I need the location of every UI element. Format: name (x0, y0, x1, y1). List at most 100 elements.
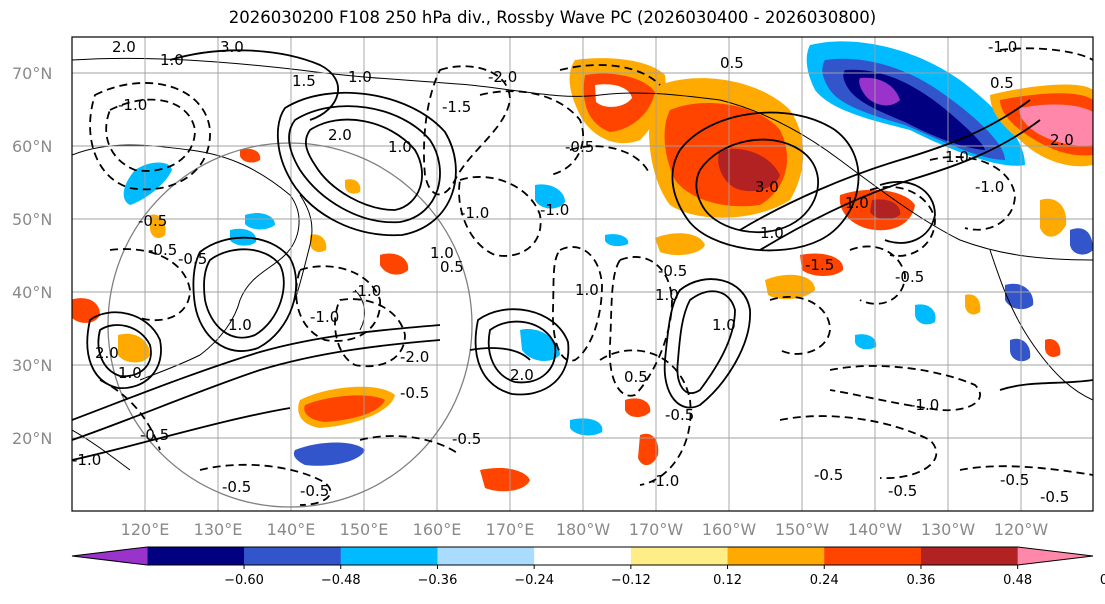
contour-label: -0.5 (178, 250, 207, 268)
contour-label: 1.0 (228, 316, 252, 334)
contour-label: 1.0 (845, 194, 869, 212)
map-frame (71, 36, 1094, 512)
colorbar-tick-label: −0.12 (611, 573, 651, 588)
map-title: 2026030200 F108 250 hPa div., Rossby Wav… (228, 8, 877, 27)
map-panel: 2.0 3.0 1.0 1.5 1.0 -1.5 -2.0 -0.5 -1.0 … (72, 37, 1093, 511)
lon-label: 140°E (267, 520, 316, 539)
lon-label: 170°W (629, 520, 684, 539)
contour-label: -0.5 (400, 384, 429, 402)
colorbar-segment (534, 547, 632, 565)
colorbar-extension-high (1017, 547, 1093, 565)
colorbar-outline (71, 546, 1094, 566)
contour-label: -1.0 (118, 96, 147, 114)
contour-label: -1.0 (975, 178, 1004, 196)
contour-label: -2.0 (488, 68, 517, 86)
contour-label: 1.0 (388, 138, 412, 156)
contour-label: -0.5 (300, 482, 329, 500)
colorbar-tick-label: 0.12 (713, 573, 742, 588)
contour-label: -1.0 (72, 451, 101, 469)
contour-label: -1.0 (460, 204, 489, 222)
colorbar-segment (147, 547, 245, 565)
colorbar-segment (920, 547, 1019, 565)
contour-label: 1.0 (348, 68, 372, 86)
lon-label: 160°W (702, 520, 757, 539)
contour-label: 0.5 (440, 258, 464, 276)
contour-label: -1.0 (540, 201, 569, 219)
contour-label: 3.0 (220, 38, 244, 56)
lon-label: 120°E (121, 520, 170, 539)
lon-label: 150°W (775, 520, 830, 539)
contour-label: -0.5 (222, 478, 251, 496)
contour-label: 1.5 (292, 72, 316, 90)
colorbar-tick-label: −0.24 (514, 573, 554, 588)
contour-label: 2.0 (1050, 131, 1074, 149)
colorbar-extension-low (72, 547, 148, 565)
colorbar-tick-label: −0.36 (418, 573, 458, 588)
contour-label: -0.5 (1040, 488, 1069, 506)
contour-label: 1.0 (655, 286, 679, 304)
lat-label: 60°N (12, 137, 52, 156)
contour-label: 2.0 (510, 366, 534, 384)
colorbar-tick-label: 0.48 (1003, 573, 1032, 588)
colorbar-segment (340, 547, 438, 565)
lat-label: 30°N (12, 356, 52, 375)
negative-contours (89, 47, 1093, 506)
contour-label: -1.5 (805, 256, 834, 274)
colorbar-segment (437, 547, 535, 565)
contour-label: 0.5 (990, 74, 1014, 92)
contour-label: 1.0 (430, 244, 454, 262)
lat-label: 70°N (12, 64, 52, 83)
colorbar-tick-label: 0.36 (906, 573, 935, 588)
colorbar: −0.60 −0.48 −0.36 −0.24 −0.12 0.12 0.24 0.36 0.4… (71, 546, 1105, 588)
contour-label: -0.5 (140, 426, 169, 444)
contour-label: -0.5 (665, 406, 694, 424)
contour-label: 1.0 (575, 281, 599, 299)
colorbar-segment (727, 547, 825, 565)
contour-label: 2.0 (95, 344, 119, 362)
contour-label: -0.5 (814, 466, 843, 484)
contour-label: -0.5 (1000, 471, 1029, 489)
lon-label: 170°E (486, 520, 535, 539)
lat-label: 40°N (12, 283, 52, 302)
latitude-labels: 70°N 60°N 50°N 40°N 30°N 20°N (12, 64, 52, 448)
contour-label: 0.5 (720, 54, 744, 72)
lon-label: 120°W (994, 520, 1049, 539)
contour-label: -0.5 (895, 268, 924, 286)
contour-label: 1.0 (118, 364, 142, 382)
lon-label: 160°E (413, 520, 462, 539)
colorbar-segment (244, 547, 342, 565)
contour-label: 0.5 (624, 368, 648, 386)
contour-label: -0.5 (888, 482, 917, 500)
contour-label: -0.5 (452, 430, 481, 448)
contour-label: 3.0 (755, 178, 779, 196)
contour-label: -1.0 (310, 308, 339, 326)
lon-label: 150°E (340, 520, 389, 539)
colorbar-tick-label: 0.24 (810, 573, 839, 588)
contour-label: 1.0 (760, 224, 784, 242)
contour-label: -1.0 (352, 282, 381, 300)
contour-label: 2.0 (112, 38, 136, 56)
contour-label: -0.5 (565, 138, 594, 156)
contour-labels: 2.0 3.0 1.0 1.5 1.0 -1.5 -2.0 -0.5 -1.0 … (72, 38, 1074, 506)
contour-label: -0.5 (138, 212, 167, 230)
colorbar-segment (630, 547, 729, 565)
contour-label: -0.5 (148, 241, 177, 259)
lon-label: 140°W (848, 520, 903, 539)
colorbar-tick-label: −0.60 (224, 573, 264, 588)
contour-label: -1.0 (650, 472, 679, 490)
contour-label: -1.0 (910, 396, 939, 414)
contour-label: -1.5 (442, 98, 471, 116)
longitude-labels: 120°E 130°E 140°E 150°E 160°E 170°E 180°… (121, 520, 1049, 539)
contour-label: 1.0 (712, 316, 736, 334)
colorbar-tick-label: −0.48 (321, 573, 361, 588)
contour-label: 1.0 (160, 51, 184, 69)
colorbar-tick-label: 0.60 (1100, 573, 1105, 588)
gridlines (72, 37, 1093, 511)
lon-label: 130°W (921, 520, 976, 539)
lon-label: 180°W (556, 520, 611, 539)
contour-label: 2.0 (328, 126, 352, 144)
lat-label: 50°N (12, 210, 52, 229)
contour-label: 1.0 (945, 148, 969, 166)
contour-label: -0.5 (658, 262, 687, 280)
